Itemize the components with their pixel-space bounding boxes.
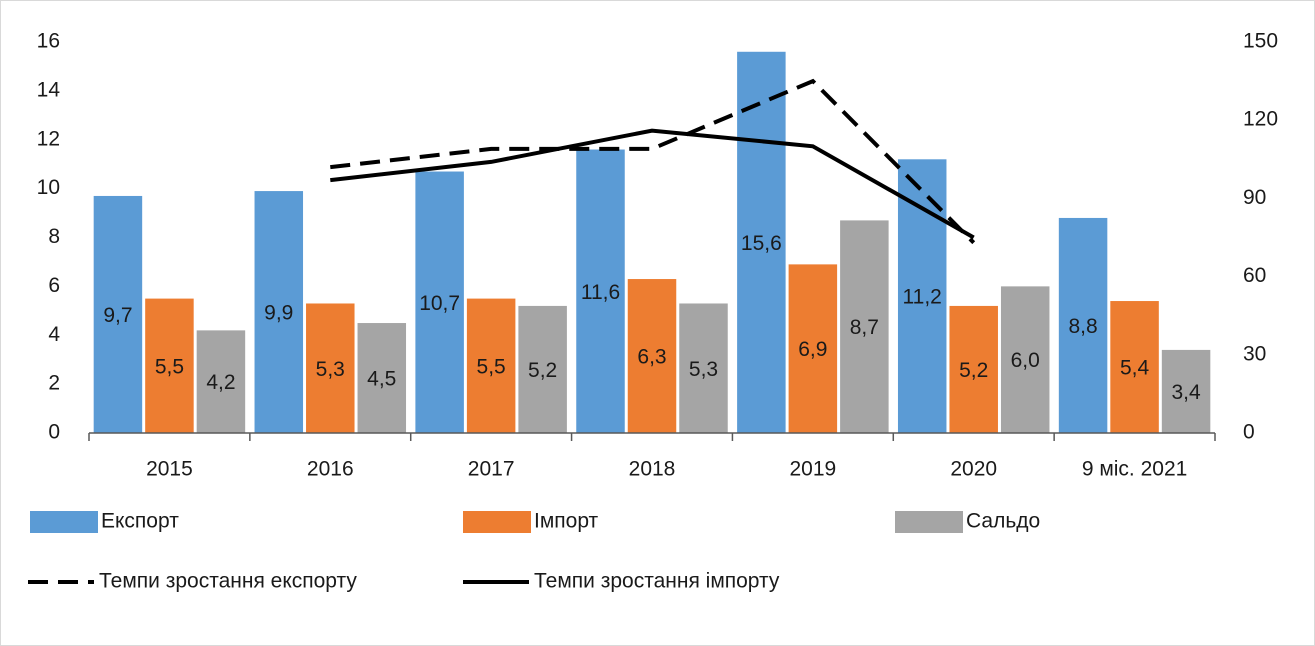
- value-label: 6,3: [637, 346, 666, 369]
- value-label: 9,9: [264, 302, 293, 325]
- legend-label: Сальдо: [966, 510, 1040, 533]
- y2-tick-label: 60: [1243, 264, 1266, 287]
- y-tick-label: 2: [48, 372, 60, 395]
- x-tick-label: 9 міс. 2021: [1082, 458, 1188, 481]
- legend-label: Імпорт: [534, 510, 599, 533]
- y-tick-label: 16: [37, 30, 60, 53]
- y-tick-label: 0: [48, 421, 60, 444]
- value-label: 5,4: [1120, 357, 1150, 380]
- value-label: 8,8: [1068, 315, 1097, 338]
- value-label: 5,3: [316, 358, 345, 381]
- y-tick-label: 4: [48, 323, 60, 346]
- legend-swatch: [30, 511, 98, 533]
- y-tick-label: 12: [37, 127, 60, 150]
- value-label: 3,4: [1171, 381, 1201, 404]
- x-tick-label: 2019: [789, 458, 836, 481]
- value-label: 15,6: [741, 232, 782, 255]
- value-label: 9,7: [103, 304, 132, 327]
- x-tick-label: 2015: [146, 458, 193, 481]
- value-label: 5,3: [689, 358, 718, 381]
- legend-swatch: [895, 511, 963, 533]
- legend-label: Темпи зростання імпорту: [534, 570, 780, 593]
- y-tick-label: 10: [37, 176, 60, 199]
- y-tick-label: 14: [37, 78, 61, 101]
- x-tick-label: 2017: [468, 458, 515, 481]
- y-tick-label: 8: [48, 225, 60, 248]
- legend-label: Темпи зростання експорту: [99, 570, 357, 593]
- x-tick-label: 2020: [950, 458, 997, 481]
- value-label: 4,2: [206, 371, 235, 394]
- value-label: 10,7: [419, 292, 460, 315]
- value-label: 6,9: [798, 338, 827, 361]
- value-label: 8,7: [850, 316, 879, 339]
- value-label: 5,5: [155, 355, 184, 378]
- chart: 0 2 4 6 8 10 12 14 16 0 30 60 90 120 150 2015 9,7 5,5 4,2 2…: [0, 0, 1315, 646]
- y2-tick-label: 90: [1243, 186, 1266, 209]
- y2-tick-label: 150: [1243, 30, 1278, 53]
- y2-tick-label: 120: [1243, 108, 1278, 131]
- legend-swatch: [463, 511, 531, 533]
- value-label: 11,6: [581, 281, 620, 304]
- value-label: 6,0: [1011, 349, 1040, 372]
- value-label: 11,2: [903, 286, 942, 309]
- y-tick-label: 6: [48, 274, 60, 297]
- value-label: 4,5: [367, 368, 396, 391]
- value-label: 5,2: [959, 359, 988, 382]
- legend-label: Експорт: [101, 510, 179, 533]
- value-label: 5,5: [477, 355, 506, 378]
- value-label: 5,2: [528, 359, 557, 382]
- y2-tick-label: 0: [1243, 421, 1255, 444]
- x-tick-label: 2018: [629, 458, 676, 481]
- x-tick-label: 2016: [307, 458, 354, 481]
- y2-tick-label: 30: [1243, 342, 1266, 365]
